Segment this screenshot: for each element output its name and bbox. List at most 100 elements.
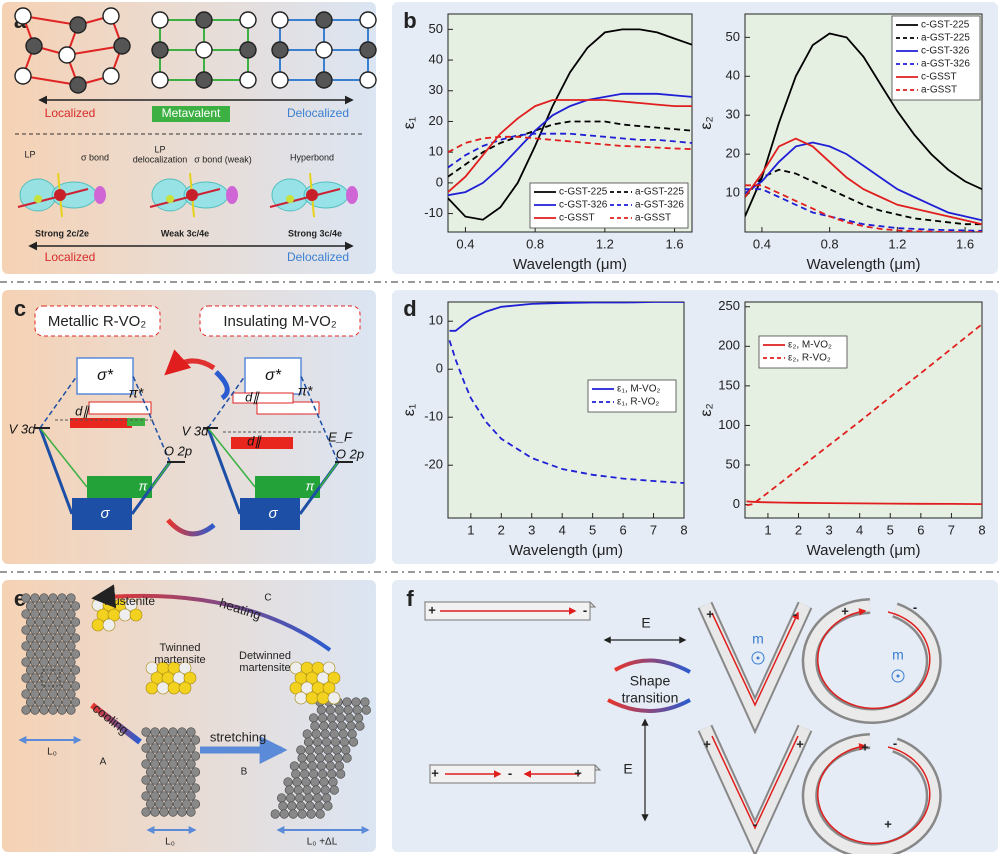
- lattice-atom: [310, 777, 320, 787]
- plot-area: [745, 302, 982, 518]
- lattice-atom: [339, 737, 350, 747]
- label: stretching: [210, 729, 266, 744]
- lattice-atom: [168, 807, 178, 817]
- lattice-atom: [66, 673, 76, 683]
- lattice-atom: [39, 625, 49, 635]
- sphere: [129, 608, 143, 622]
- lattice-atom: [302, 785, 312, 795]
- lattice-atom: [150, 775, 160, 785]
- legend-label: ε₂, M-VO₂: [788, 340, 832, 351]
- panel-letter: c: [14, 296, 26, 321]
- lattice-atom: [341, 745, 351, 755]
- ring-face: [804, 735, 940, 854]
- lattice-atom: [66, 689, 76, 699]
- sphere: [91, 618, 105, 632]
- x-axis-label: Wavelength (μm): [509, 542, 623, 559]
- y-tick-label: 10: [429, 313, 443, 328]
- lattice-atom: [325, 705, 335, 715]
- label: +: [884, 816, 892, 831]
- lattice-atom: [25, 681, 36, 691]
- label: +: [428, 602, 436, 617]
- label: Twinned: [160, 642, 201, 654]
- panel-letter: f: [406, 586, 414, 611]
- label: d∥: [247, 433, 262, 448]
- legend-label: ε₂, R-VO₂: [788, 353, 831, 364]
- y-tick-label: 30: [726, 107, 740, 122]
- dband: [231, 437, 293, 449]
- y-tick-label: 20: [429, 113, 443, 128]
- label: Weak 3c/4e: [161, 228, 209, 238]
- label: m: [892, 647, 904, 663]
- lattice-atom: [43, 633, 54, 643]
- x-tick-label: 4: [559, 522, 566, 537]
- atom: [306, 189, 318, 201]
- y-axis-label: ε₂: [698, 116, 715, 129]
- atom: [315, 41, 333, 59]
- lattice-atom: [311, 729, 321, 739]
- switch-arrow: [214, 370, 230, 401]
- switch-arrow: [164, 349, 216, 376]
- legend-label: ε₁, R-VO₂: [617, 397, 659, 408]
- sphere: [322, 681, 336, 695]
- atom: [195, 71, 213, 89]
- lattice-atom: [336, 713, 346, 723]
- x-tick-label: 7: [650, 522, 657, 537]
- label: transition: [622, 690, 679, 706]
- x-tick-label: 5: [589, 522, 596, 537]
- atom: [69, 76, 87, 94]
- series-line: [448, 99, 692, 193]
- legend-box: [891, 15, 981, 101]
- moment-path: [711, 611, 799, 707]
- lattice-atom: [57, 593, 67, 603]
- m-symbol: [891, 669, 905, 683]
- lattice-atom: [288, 809, 298, 819]
- label: Delocalized: [287, 106, 349, 120]
- x-tick-label: 1: [764, 522, 771, 537]
- atom: [14, 7, 32, 25]
- plot-frame: [744, 13, 983, 233]
- lattice-atom: [141, 775, 151, 785]
- lattice-atom: [322, 793, 332, 803]
- lattice-atom: [177, 743, 187, 753]
- label: Metavalent: [162, 106, 221, 120]
- lattice-atom: [52, 697, 63, 707]
- atom: [359, 71, 377, 89]
- stick: [269, 188, 341, 208]
- lattice-atom: [352, 705, 362, 715]
- atom: [113, 37, 131, 55]
- label: -: [753, 816, 757, 831]
- atom: [54, 189, 66, 201]
- label: -: [913, 599, 917, 614]
- lattice-atom: [351, 697, 361, 707]
- lattice-atom: [343, 705, 353, 715]
- label: V 3d: [182, 423, 210, 438]
- sphere: [156, 681, 170, 695]
- lattice-atom: [328, 721, 338, 731]
- cooling-arrow: [90, 702, 142, 745]
- lattice-atom: [319, 777, 329, 787]
- bond: [66, 45, 123, 56]
- lattice-atom: [163, 751, 174, 761]
- lattice-atom: [43, 697, 54, 707]
- ring-face: [804, 600, 940, 722]
- lattice-atom: [66, 625, 76, 635]
- lattice-atom: [154, 735, 165, 745]
- legend-label: a-GST-326: [635, 200, 684, 211]
- level-box: [244, 357, 302, 395]
- lattice-atom: [333, 753, 343, 763]
- label: +: [703, 736, 711, 751]
- lattice-atom: [342, 697, 352, 707]
- label: O 2p: [336, 446, 364, 461]
- x-tick-label: 0.4: [456, 236, 474, 251]
- y-tick-label: 200: [718, 338, 740, 353]
- lattice-atom: [141, 743, 151, 753]
- mo-line: [151, 461, 171, 488]
- lattice-atom: [325, 761, 336, 771]
- bond: [22, 75, 79, 86]
- label: +: [841, 603, 849, 618]
- y-axis-label: ε₂: [698, 403, 715, 416]
- lattice-atom: [304, 793, 314, 803]
- lattice-atom: [39, 657, 49, 667]
- lattice-atom: [297, 753, 307, 763]
- series-line: [449, 302, 684, 332]
